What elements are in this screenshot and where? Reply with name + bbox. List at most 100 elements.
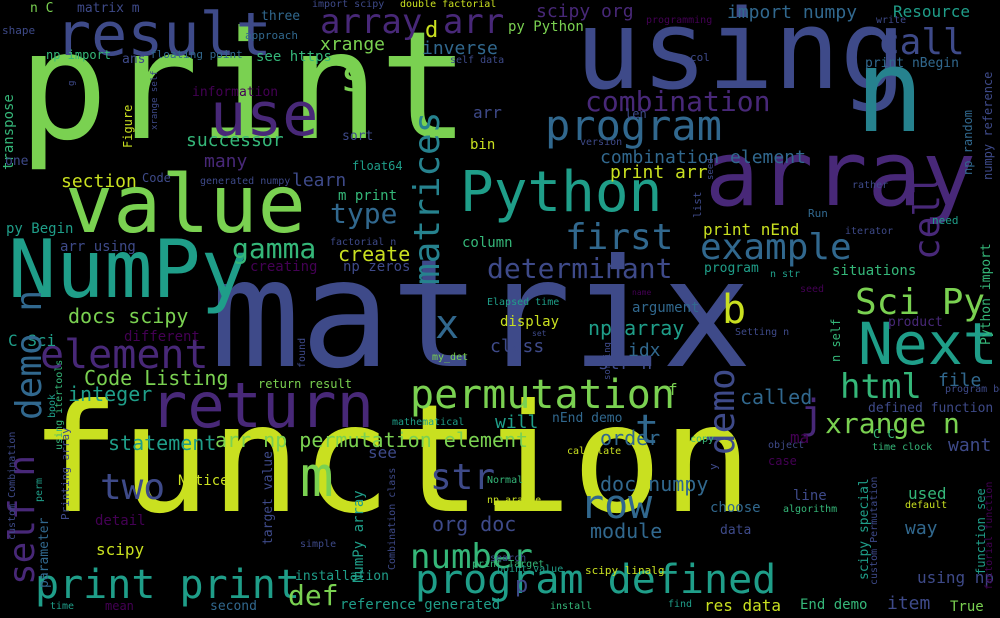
cloud-word: f xyxy=(668,380,678,399)
cloud-word: print nBegin xyxy=(865,56,959,71)
cloud-word: simple xyxy=(300,539,337,550)
cloud-word: list xyxy=(691,191,704,219)
cloud-word: str xyxy=(430,457,496,498)
cloud-word: detail xyxy=(95,513,146,529)
cloud-word: np array xyxy=(588,316,685,340)
cloud-word: seed xyxy=(800,284,825,295)
cloud-word: s xyxy=(340,51,367,102)
cloud-word: True xyxy=(950,599,984,615)
cloud-word: rather xyxy=(852,180,889,191)
cloud-word: statement xyxy=(108,431,217,455)
cloud-word: Combination class xyxy=(387,467,398,570)
cloud-word: time clock xyxy=(872,442,933,453)
cloud-word: function xyxy=(30,373,753,547)
cloud-word: combination element xyxy=(600,147,806,168)
cloud-word: Elapsed time xyxy=(487,297,560,308)
cloud-word: target value xyxy=(261,451,276,545)
cloud-word: print nEnd xyxy=(703,220,800,239)
cloud-word: array xyxy=(705,122,976,227)
cloud-word: creating xyxy=(250,259,318,275)
cloud-word: permutation xyxy=(410,372,675,418)
cloud-word: factorial function xyxy=(984,481,995,590)
cloud-word: m xyxy=(300,445,334,510)
cloud-word: seed xyxy=(706,158,716,180)
cloud-word: defined function xyxy=(868,401,994,416)
cloud-word: column xyxy=(462,235,513,251)
cloud-word: print print xyxy=(35,562,300,608)
cloud-word: matrix m xyxy=(77,1,140,16)
cloud-word: determinant xyxy=(487,252,673,285)
cloud-word: Next xyxy=(858,310,998,378)
cloud-word: print Target xyxy=(472,559,545,570)
cloud-word: Resource xyxy=(893,2,971,21)
cloud-word: np import xyxy=(46,48,112,62)
cloud-word: shape xyxy=(2,24,36,37)
cloud-word: many xyxy=(204,151,248,172)
cloud-word: C C xyxy=(873,427,895,441)
cloud-word: return result xyxy=(258,377,352,391)
cloud-word: np arange xyxy=(487,495,542,506)
cloud-word: search xyxy=(490,553,527,564)
cloud-word: scipy org xyxy=(536,1,634,22)
cloud-word: approach xyxy=(245,29,298,42)
cloud-word: xrange xyxy=(320,34,386,55)
cloud-word: name xyxy=(632,288,652,297)
cloud-word: y xyxy=(707,463,720,470)
cloud-word: type xyxy=(330,197,398,230)
cloud-word: number xyxy=(410,537,533,577)
cloud-word: Run xyxy=(808,207,828,220)
cloud-word: learn xyxy=(292,170,347,191)
cloud-word: idx xyxy=(628,340,661,361)
cloud-word: Code xyxy=(142,171,171,185)
cloud-word: custom Permutation xyxy=(869,476,880,585)
cloud-word: m print xyxy=(338,188,398,204)
cloud-word: argument xyxy=(632,300,700,316)
cloud-word: xrange n xyxy=(825,407,960,440)
cloud-word: example xyxy=(700,227,852,268)
cloud-word: bin xyxy=(470,137,496,153)
cloud-word: float64 xyxy=(352,159,403,173)
cloud-word: second xyxy=(210,599,257,614)
cloud-word: gamma xyxy=(232,232,317,265)
cloud-word: g xyxy=(67,80,77,86)
cloud-word: information xyxy=(192,85,279,100)
cloud-word: mathematical xyxy=(392,417,465,428)
cloud-word: Normal xyxy=(487,475,524,486)
cloud-word: org doc xyxy=(432,512,517,536)
cloud-word: len xyxy=(625,107,647,121)
cloud-word: two xyxy=(100,467,166,508)
cloud-word: End demo xyxy=(800,597,868,613)
cloud-word: mean xyxy=(105,599,134,613)
cloud-word: call xyxy=(878,22,965,63)
cloud-word: want xyxy=(948,435,992,456)
cloud-word: self data xyxy=(450,55,505,66)
cloud-word: Code Listing xyxy=(84,366,229,390)
cloud-word: item xyxy=(887,593,931,614)
cloud-word: install xyxy=(550,601,593,612)
cloud-word: iterator xyxy=(845,226,894,237)
cloud-word: C Sci xyxy=(8,331,57,350)
cloud-word: default xyxy=(905,500,948,511)
cloud-word: using np xyxy=(917,568,995,587)
cloud-word: row xyxy=(580,482,653,528)
cloud-word: import numpy xyxy=(727,2,858,23)
cloud-word: product xyxy=(888,315,943,330)
cloud-word: return xyxy=(150,369,374,442)
cloud-word: Notice xyxy=(178,473,229,489)
cloud-word: display xyxy=(500,314,560,330)
cloud-word: custom Combination xyxy=(7,431,18,540)
cloud-word: res data xyxy=(704,596,782,615)
cloud-word: program xyxy=(704,261,759,276)
cloud-word: integer xyxy=(68,382,153,406)
cloud-word: need xyxy=(932,214,959,227)
cloud-word: used xyxy=(908,484,947,503)
cloud-word: scipy linalg xyxy=(585,564,665,577)
cloud-word: def xyxy=(288,579,339,612)
cloud-word: b xyxy=(722,287,747,333)
cloud-word: book xyxy=(47,393,58,418)
cloud-word: inverse xyxy=(422,38,498,59)
cloud-word: found xyxy=(297,337,308,368)
cloud-word: scipy xyxy=(96,540,145,559)
cloud-word: np random xyxy=(961,109,975,175)
